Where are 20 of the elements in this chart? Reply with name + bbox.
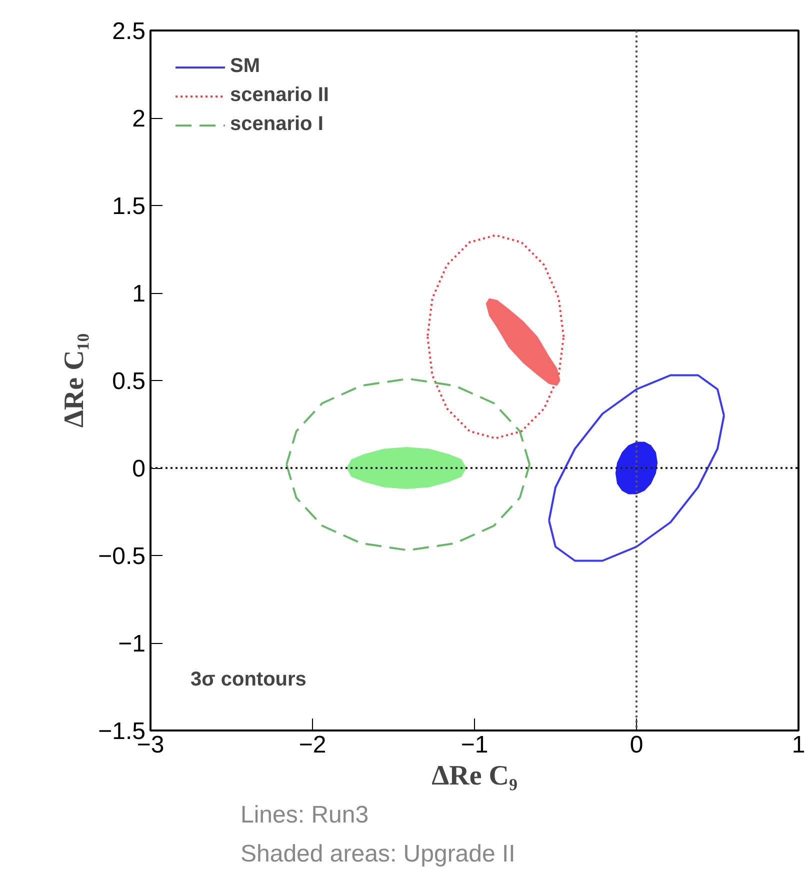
x-tick-label: 0: [630, 732, 644, 758]
annotation: 3σ contours: [190, 668, 306, 690]
legend-label: scenario II: [230, 84, 329, 107]
y-axis-title: ΔRe C₁₀: [59, 333, 90, 428]
y-tick-label: 0.5: [112, 368, 146, 395]
y-tick-label: −0.5: [98, 543, 146, 570]
y-tick-label: −1: [118, 630, 146, 658]
text: Shaded areas: Upgrade II: [240, 840, 516, 868]
text: Lines: Run3: [240, 802, 369, 828]
y-tick-label: 2.5: [112, 18, 146, 45]
y-tick-label: 1: [132, 280, 146, 308]
legend-label: SM: [230, 55, 260, 78]
legend-label: scenario I: [230, 113, 324, 136]
y-tick-label: 1.5: [112, 193, 146, 220]
x-tick-label: −1: [460, 732, 488, 758]
x-tick-label: −2: [298, 732, 326, 758]
y-tick-label: 0: [132, 456, 146, 482]
x-tick-label: 1: [792, 732, 806, 758]
x-axis-title: ΔRe C₉: [432, 760, 518, 792]
y-tick-label: 2: [132, 106, 146, 132]
